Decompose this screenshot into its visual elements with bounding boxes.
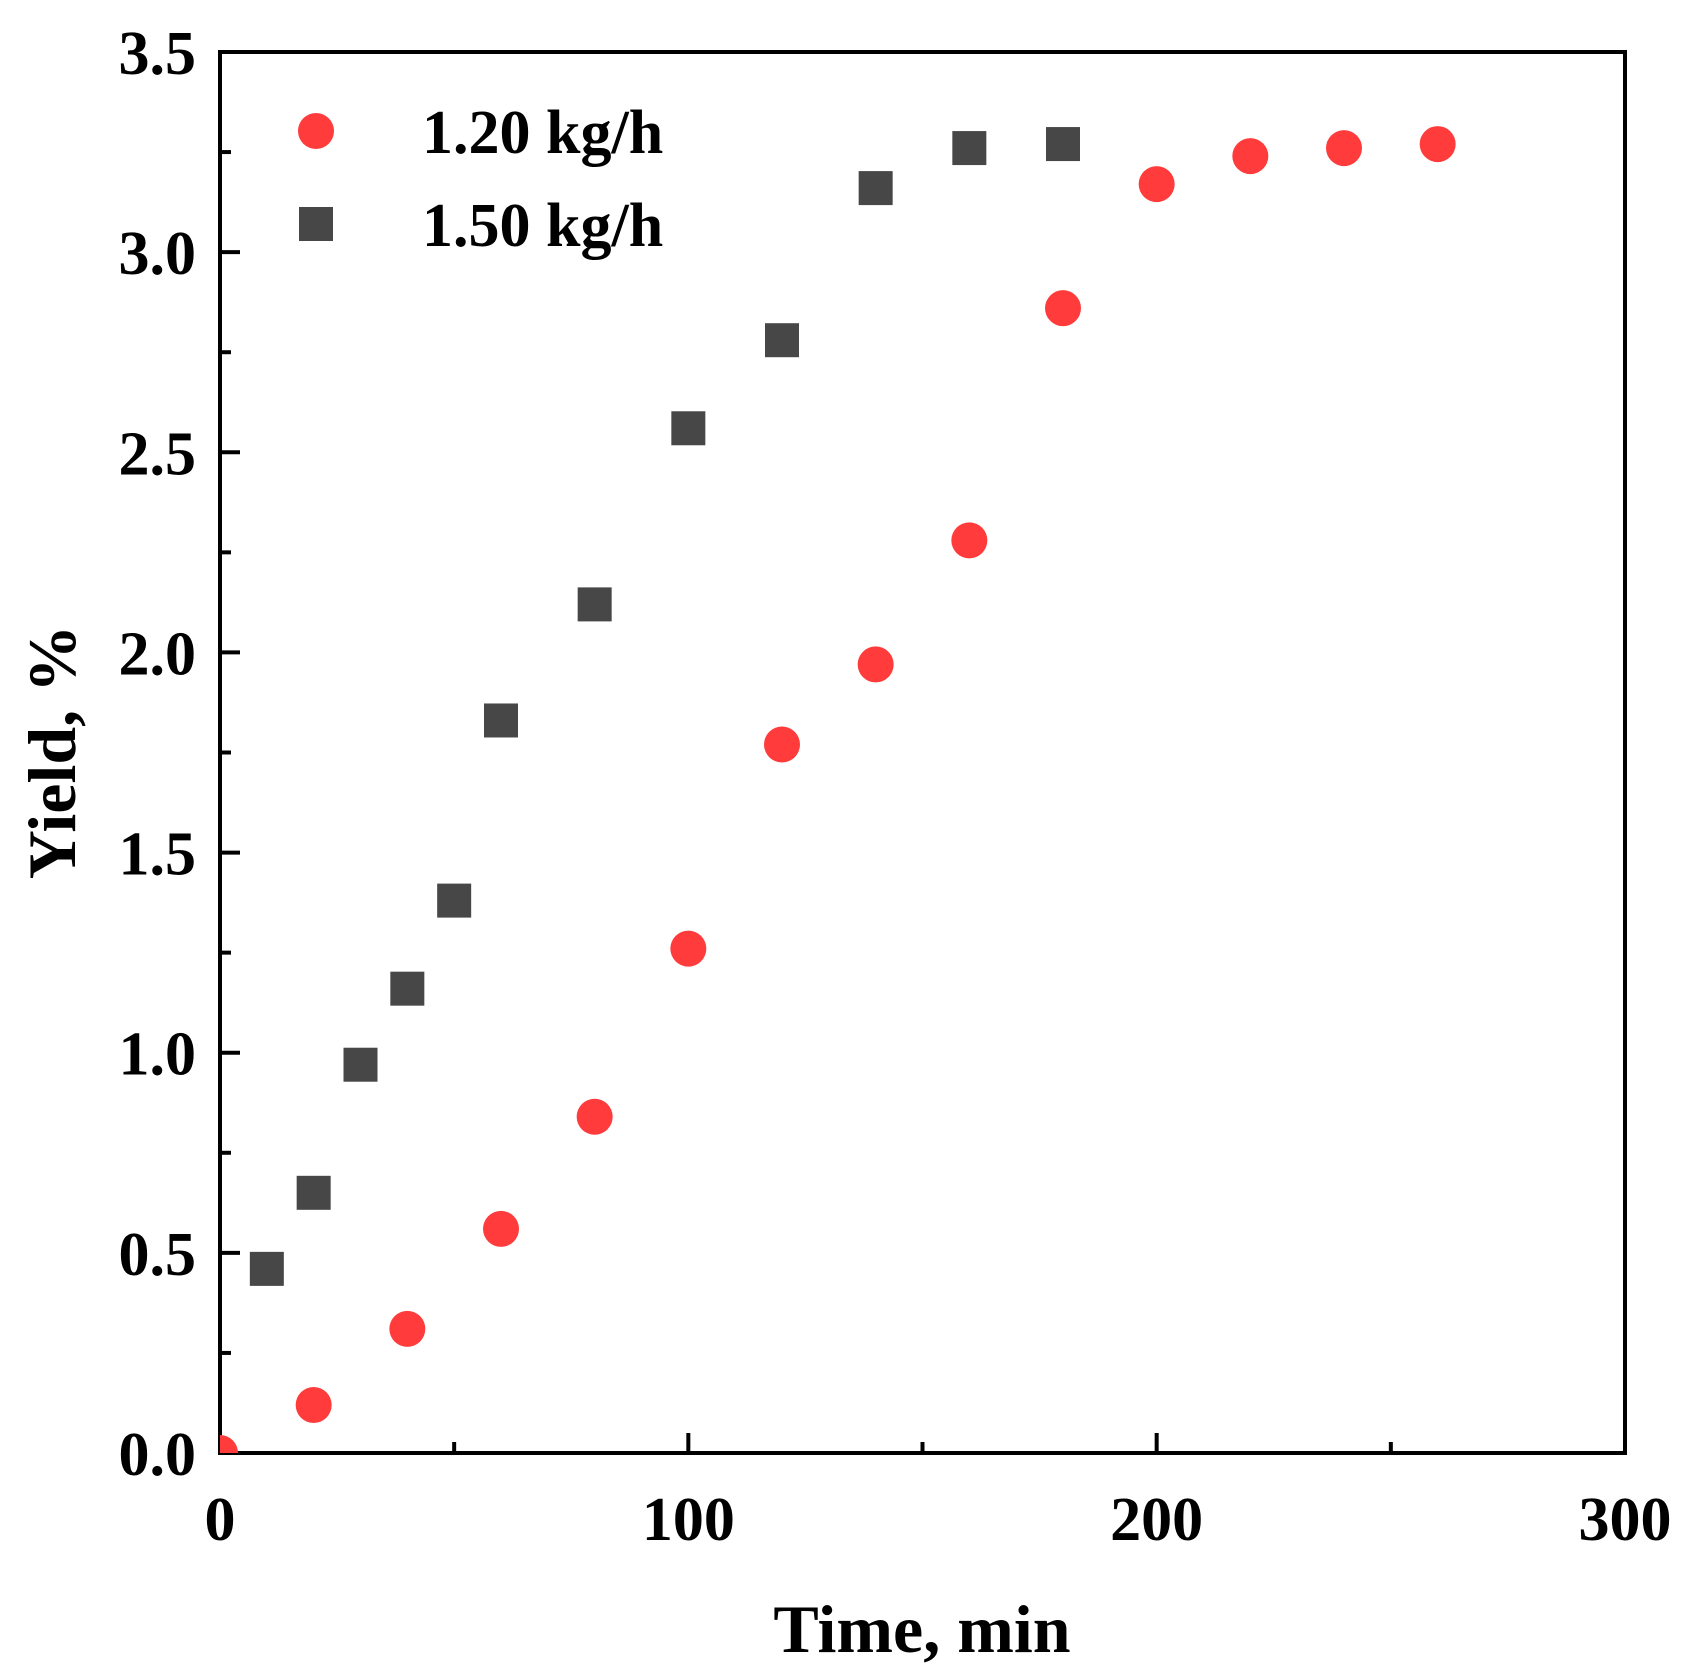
y-tick-label: 1.5: [119, 821, 197, 889]
series-1-point: [1419, 126, 1456, 163]
x-axis-ticks: 0 100 200 300: [205, 1433, 1672, 1554]
series-1-point: [1232, 138, 1269, 175]
legend-marker-square: [299, 207, 333, 241]
series-2-point: [671, 411, 706, 446]
series-1-point: [576, 1098, 613, 1135]
legend: 1.20 kg/h 1.50 kg/h: [298, 99, 663, 260]
x-tick-label: 300: [1579, 1486, 1672, 1554]
series-1-point: [1138, 166, 1175, 203]
series-1-point: [1326, 130, 1362, 167]
series-2-point: [952, 131, 987, 166]
legend-marker-circle: [298, 113, 334, 149]
y-tick-label: 0.5: [119, 1221, 197, 1289]
series-1-point: [483, 1210, 519, 1247]
y-tick-label: 3.5: [119, 20, 197, 88]
y-tick-label: 2.0: [119, 620, 197, 688]
series-1-point: [951, 522, 988, 559]
x-tick-label: 0: [205, 1486, 236, 1554]
data-points: [220, 126, 1456, 1453]
y-axis-title: Yield, %: [14, 625, 90, 879]
series-1-point: [220, 1435, 238, 1453]
series-1-point: [295, 1386, 332, 1423]
y-axis-ticks: 0.0 0.5 1.0 1.5 2.0 2.5 3.0 3.5: [119, 20, 240, 1489]
series-2-point: [343, 1047, 378, 1082]
plot-frame: [218, 50, 1627, 1455]
x-tick-label: 100: [642, 1486, 735, 1554]
series-2-point: [484, 703, 518, 738]
x-tick-label: 200: [1110, 1486, 1203, 1554]
series-2-point: [765, 323, 799, 358]
series-1-point: [670, 930, 707, 967]
legend-label: 1.50 kg/h: [422, 192, 663, 260]
x-axis-title: Time, min: [773, 1591, 1070, 1667]
y-tick-label: 1.0: [119, 1021, 197, 1089]
legend-label: 1.20 kg/h: [422, 99, 663, 167]
series-2-point: [390, 971, 425, 1006]
series-1-point: [764, 726, 800, 763]
series-2-point: [249, 1251, 284, 1286]
y-tick-label: 2.5: [119, 420, 197, 488]
series-2-point: [1046, 127, 1080, 162]
series-1-point: [857, 646, 894, 683]
series-2-point: [437, 883, 472, 918]
series-2-point: [296, 1175, 331, 1210]
series-2-point: [858, 171, 893, 206]
y-tick-label: 0.0: [119, 1421, 197, 1489]
series-1-point: [389, 1310, 426, 1347]
y-tick-label: 3.0: [119, 220, 197, 288]
series-2-point: [577, 587, 612, 622]
series-1-point: [1045, 290, 1081, 327]
